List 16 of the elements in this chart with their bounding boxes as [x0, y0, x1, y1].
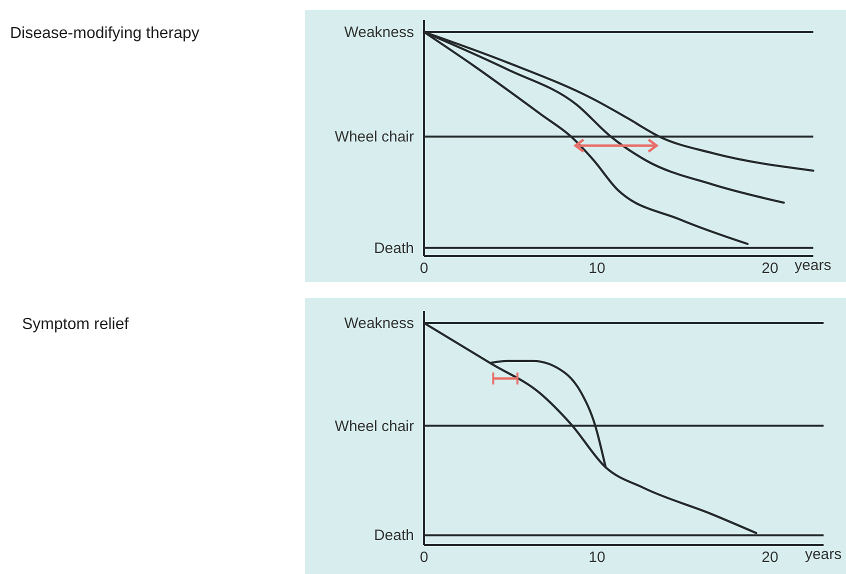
text: Symptom relief	[22, 316, 130, 333]
x-tick-label: 10	[588, 549, 606, 566]
x-axis-title: years	[804, 546, 842, 563]
x-tick-label: 10	[588, 260, 606, 277]
x-axis-title: years	[794, 257, 832, 274]
text: Disease-modifying therapy	[10, 25, 200, 42]
x-tick-label: 0	[420, 549, 428, 566]
x-tick-label: 20	[762, 260, 778, 277]
ref-line-label: Weakness	[344, 24, 414, 41]
ref-line-label: Wheel chair	[334, 128, 414, 146]
ref-line-label: Wheel chair	[334, 418, 414, 435]
ref-line-label: Death	[374, 527, 414, 544]
x-tick-label: 20	[762, 549, 778, 566]
ref-line-label: Weakness	[344, 315, 414, 332]
x-tick-label: 0	[420, 260, 428, 277]
ref-line-label: Death	[374, 240, 414, 257]
